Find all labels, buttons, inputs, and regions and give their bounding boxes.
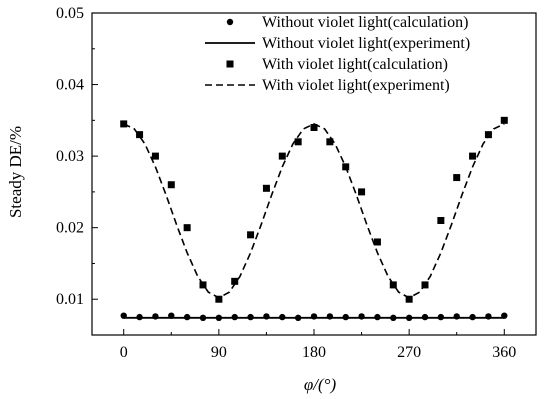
data-point-circle [469,313,476,321]
series-2 [120,116,508,303]
data-point-square [453,174,461,182]
data-point-square [437,217,445,225]
series-3 [123,123,505,299]
data-point-circle [120,312,127,319]
x-tick-label-90: 90 [211,344,227,361]
data-point-circle [485,313,492,320]
legend-item-1: Without violet light(experiment) [205,35,470,52]
data-point-circle [152,313,159,320]
data-point-circle [326,313,334,320]
y-tick-label-2: 0.03 [56,148,84,165]
legend: Without violet light(calculation) Without… [205,14,470,94]
data-point-circle [421,313,429,321]
legend-item-0: Without violet light(calculation) [226,14,468,31]
data-point-circle [294,314,302,322]
data-point-square [500,116,508,124]
data-point-circle [453,313,460,320]
series-line-3 [123,123,505,299]
legend-label: With violet light(experiment) [262,77,450,94]
data-point-circle [231,313,238,321]
data-point-circle [390,314,397,322]
y-tick-label-0: 0.01 [56,291,84,308]
data-point-circle [405,314,413,322]
series-0 [120,312,508,322]
series [120,116,508,322]
data-point-circle [199,314,207,322]
data-point-square [262,184,270,192]
data-point-circle [263,313,270,320]
legend-label: Without violet light(calculation) [262,14,468,31]
data-point-square [294,138,302,146]
legend-label: With violet light(calculation) [262,56,448,73]
data-point-square [231,277,239,285]
data-point-square [326,138,334,146]
legend-symbol-circle [226,18,234,26]
data-point-square [421,281,429,289]
legend-symbol-square [226,60,234,68]
data-point-square [136,131,144,139]
data-point-square [183,224,191,232]
data-point-circle [136,313,143,321]
data-point-square [389,281,397,289]
data-point-circle [279,313,286,321]
y-axis-label: Steady DE/% [6,126,25,218]
data-point-square [151,152,159,160]
x-tick-label-0: 0 [120,344,128,361]
data-point-circle [342,313,349,321]
legend-label: Without violet light(experiment) [262,35,470,52]
legend-item-3: With violet light(experiment) [205,77,450,94]
data-point-square [484,131,492,139]
y-tick-label-4: 0.05 [56,5,84,22]
data-point-square [342,163,350,171]
data-point-square [469,152,477,160]
data-point-square [278,152,286,160]
x-axis-label: φ/(°) [304,375,337,394]
x-tick-label-360: 360 [492,344,516,361]
data-point-square [167,181,175,189]
data-point-square [310,123,318,131]
data-point-circle [183,313,191,321]
data-point-circle [374,313,381,321]
legend-item-2: With violet light(calculation) [226,56,448,73]
data-point-circle [247,313,254,321]
axis-ticks: 0 90 180 270 360 0.01 0.02 0.03 0.04 0.05 [56,5,516,361]
data-point-circle [168,312,175,319]
data-point-square [405,295,413,303]
data-point-circle [215,314,223,322]
data-point-square [215,295,223,303]
data-point-circle [501,312,508,319]
y-tick-label-3: 0.04 [56,77,84,94]
data-point-square [373,238,381,246]
data-point-circle [358,313,365,320]
y-tick-label-1: 0.02 [56,220,84,237]
x-tick-label-180: 180 [302,344,326,361]
data-point-square [358,188,366,196]
data-point-square [199,281,207,289]
data-point-circle [310,313,318,320]
data-point-square [120,120,128,128]
x-tick-label-270: 270 [397,344,421,361]
data-point-square [247,231,255,239]
data-point-circle [437,313,445,321]
